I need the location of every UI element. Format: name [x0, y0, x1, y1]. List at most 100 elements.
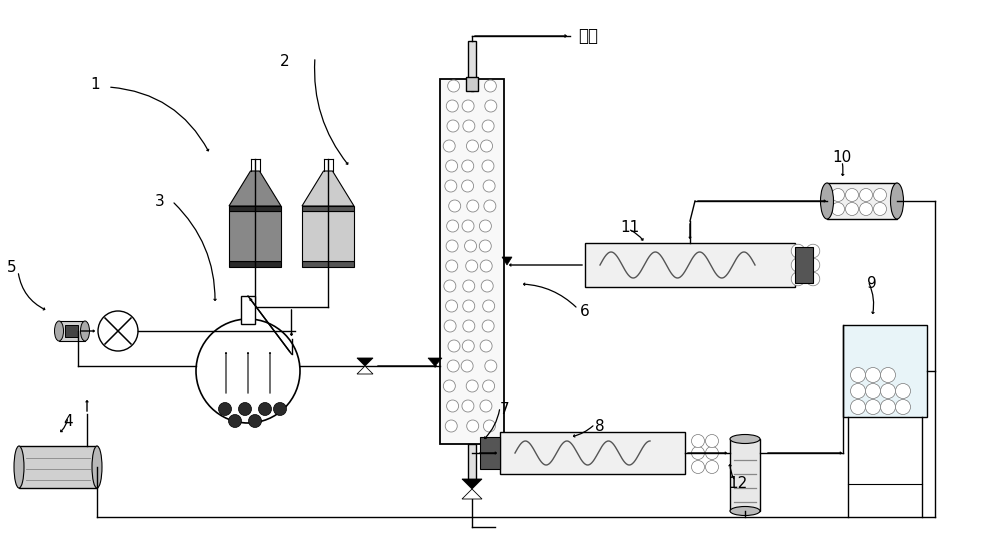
Circle shape [447, 400, 459, 412]
FancyBboxPatch shape [795, 247, 813, 283]
FancyBboxPatch shape [500, 432, 685, 474]
Circle shape [881, 368, 896, 383]
Circle shape [850, 384, 866, 398]
Circle shape [462, 100, 474, 112]
Circle shape [467, 80, 479, 92]
Circle shape [463, 320, 475, 332]
Circle shape [462, 220, 474, 232]
Circle shape [444, 280, 456, 292]
Circle shape [463, 280, 475, 292]
Circle shape [481, 280, 493, 292]
Circle shape [806, 244, 820, 258]
Circle shape [485, 100, 497, 112]
Circle shape [881, 399, 896, 414]
Circle shape [465, 240, 477, 252]
FancyBboxPatch shape [585, 243, 795, 287]
Circle shape [866, 368, 881, 383]
Circle shape [462, 180, 474, 192]
Polygon shape [428, 358, 442, 366]
FancyBboxPatch shape [229, 206, 281, 211]
Circle shape [806, 258, 820, 272]
Ellipse shape [890, 183, 904, 219]
Circle shape [446, 300, 458, 312]
Circle shape [895, 399, 910, 414]
Circle shape [479, 240, 491, 252]
Text: 8: 8 [595, 419, 605, 434]
Text: 11: 11 [620, 219, 640, 234]
Circle shape [446, 260, 458, 272]
Circle shape [480, 260, 492, 272]
Circle shape [449, 200, 461, 212]
FancyBboxPatch shape [827, 183, 897, 219]
Circle shape [484, 80, 496, 92]
FancyBboxPatch shape [843, 325, 927, 417]
Circle shape [98, 311, 138, 351]
Text: 6: 6 [580, 303, 590, 319]
Circle shape [462, 340, 474, 352]
Polygon shape [462, 489, 482, 499]
Polygon shape [229, 171, 281, 206]
Circle shape [446, 100, 458, 112]
Circle shape [274, 403, 287, 416]
Circle shape [463, 300, 475, 312]
FancyBboxPatch shape [229, 261, 281, 267]
Circle shape [791, 272, 805, 286]
Circle shape [481, 140, 493, 152]
Circle shape [832, 203, 845, 216]
Ellipse shape [14, 446, 24, 488]
Circle shape [850, 399, 866, 414]
Circle shape [444, 320, 456, 332]
Circle shape [860, 189, 872, 202]
Text: 5: 5 [7, 259, 17, 274]
Circle shape [860, 203, 872, 216]
Circle shape [692, 460, 704, 473]
Ellipse shape [54, 321, 64, 341]
FancyBboxPatch shape [468, 41, 476, 79]
Circle shape [448, 340, 460, 352]
Circle shape [895, 384, 910, 398]
Circle shape [706, 460, 718, 473]
Polygon shape [462, 479, 482, 489]
Text: 2: 2 [280, 53, 290, 68]
Circle shape [484, 200, 496, 212]
Circle shape [881, 384, 896, 398]
Ellipse shape [80, 321, 90, 341]
Circle shape [228, 414, 242, 427]
Circle shape [462, 400, 474, 412]
Circle shape [483, 420, 495, 432]
Circle shape [850, 368, 866, 383]
Ellipse shape [92, 446, 102, 488]
Circle shape [692, 446, 704, 460]
Circle shape [462, 160, 474, 172]
Circle shape [258, 403, 272, 416]
Circle shape [196, 319, 300, 423]
Circle shape [447, 360, 459, 372]
FancyBboxPatch shape [302, 211, 354, 261]
Polygon shape [357, 358, 373, 366]
Circle shape [874, 189, 887, 202]
Circle shape [461, 360, 473, 372]
Text: 4: 4 [63, 413, 73, 429]
Text: 12: 12 [728, 476, 748, 492]
Circle shape [482, 120, 494, 132]
Circle shape [443, 140, 455, 152]
Circle shape [446, 240, 458, 252]
Circle shape [485, 360, 497, 372]
Circle shape [445, 420, 457, 432]
Circle shape [447, 220, 459, 232]
Circle shape [874, 203, 887, 216]
Polygon shape [302, 171, 354, 206]
Circle shape [706, 434, 718, 447]
Circle shape [447, 120, 459, 132]
Circle shape [466, 380, 478, 392]
Circle shape [791, 258, 805, 272]
Circle shape [692, 434, 704, 447]
Circle shape [866, 384, 881, 398]
Circle shape [791, 244, 805, 258]
Circle shape [248, 414, 262, 427]
Ellipse shape [730, 434, 760, 444]
Ellipse shape [820, 183, 834, 219]
Circle shape [832, 189, 845, 202]
Circle shape [806, 272, 820, 286]
Circle shape [483, 180, 495, 192]
